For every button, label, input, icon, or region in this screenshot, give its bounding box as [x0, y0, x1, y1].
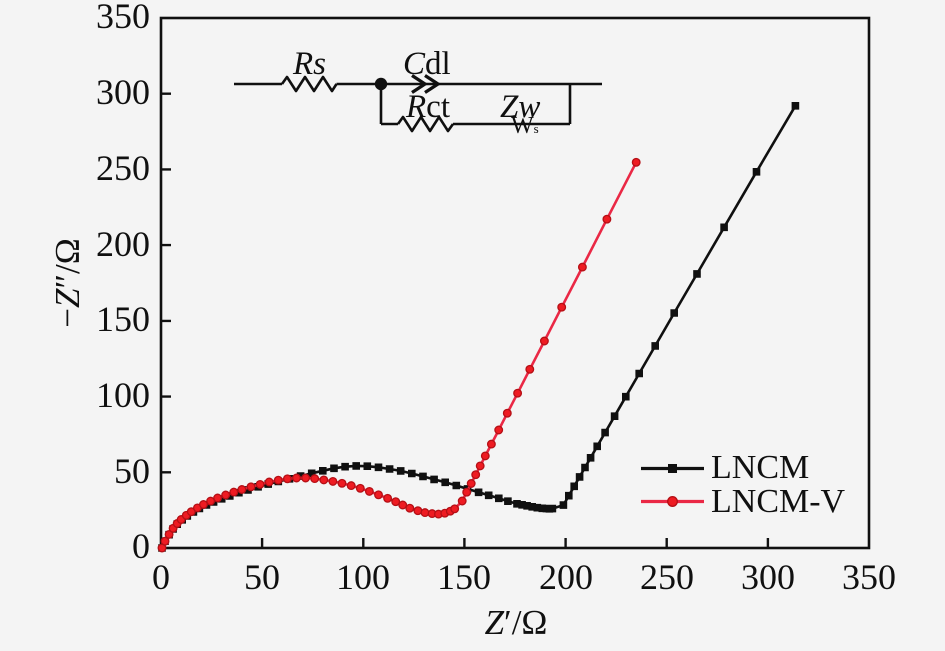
- svg-text:0: 0: [152, 557, 170, 597]
- svg-text:300: 300: [741, 557, 795, 597]
- svg-text:200: 200: [96, 224, 150, 264]
- svg-text:150: 150: [437, 557, 491, 597]
- svg-text:LNCM-V: LNCM-V: [711, 483, 846, 520]
- svg-text:100: 100: [336, 557, 390, 597]
- svg-text:50: 50: [244, 557, 280, 597]
- svg-text:50: 50: [114, 451, 150, 491]
- svg-text:Rs: Rs: [292, 46, 326, 82]
- svg-text:−Z″/Ω: −Z″/Ω: [48, 238, 87, 328]
- svg-text:Z′/Ω: Z′/Ω: [485, 603, 548, 642]
- svg-text:LNCM: LNCM: [711, 449, 809, 486]
- svg-text:300: 300: [96, 72, 150, 112]
- svg-text:Cdl: Cdl: [403, 46, 451, 82]
- svg-text:250: 250: [96, 148, 150, 188]
- svg-text:250: 250: [640, 557, 694, 597]
- svg-text:200: 200: [539, 557, 593, 597]
- svg-text:150: 150: [96, 299, 150, 339]
- svg-text:100: 100: [96, 375, 150, 415]
- svg-text:Rct: Rct: [405, 89, 450, 125]
- svg-text:Zw: Zw: [500, 89, 540, 125]
- svg-text:350: 350: [96, 0, 150, 36]
- svg-text:350: 350: [842, 557, 896, 597]
- svg-text:0: 0: [132, 526, 150, 566]
